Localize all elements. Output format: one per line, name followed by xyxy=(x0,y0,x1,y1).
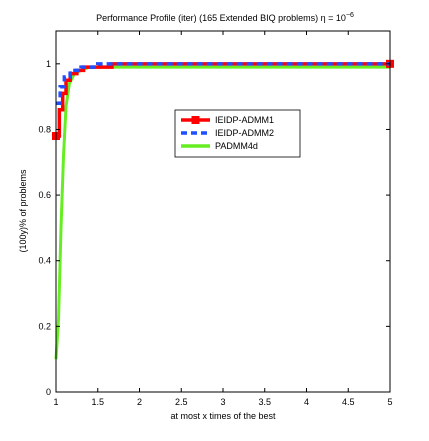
legend-label: IEIDP-ADMM1 xyxy=(215,115,274,125)
x-tick-label: 5 xyxy=(387,397,392,407)
y-axis-label: (100y)% of problems xyxy=(18,169,28,253)
x-axis-label: at most x times of the best xyxy=(170,411,276,421)
y-tick-label: 0.6 xyxy=(38,190,51,200)
y-tick-label: 0.2 xyxy=(38,321,51,331)
legend-items: IEIDP-ADMM1 IEIDP-ADMM2 PADMM4d xyxy=(181,115,274,151)
x-tick-label: 1.5 xyxy=(91,397,104,407)
legend-label: IEIDP-ADMM2 xyxy=(215,128,274,138)
series-line-ieidp-admm2 xyxy=(56,62,390,105)
y-tick-label: 0.8 xyxy=(38,124,51,134)
chart-title-eta: η xyxy=(321,13,326,23)
x-tick-label: 1 xyxy=(53,397,58,407)
chart-title: Performance Profile (iter) (165 Extended… xyxy=(96,12,354,23)
y-tick-label: 0.4 xyxy=(38,256,51,266)
x-tick-label: 3 xyxy=(220,397,225,407)
x-tick-label: 4.5 xyxy=(342,397,355,407)
x-tick-label: 2 xyxy=(137,397,142,407)
y-tick-label: 0 xyxy=(46,387,51,397)
chart-title-exponent: −6 xyxy=(346,12,354,19)
plot-area-frame xyxy=(55,30,391,393)
chart-title-main: Performance Profile (iter) (165 Extended… xyxy=(96,13,321,23)
chart-title-eq: = 10 xyxy=(326,13,346,23)
y-tick-label: 1 xyxy=(46,59,51,69)
legend: IEIDP-ADMM1 IEIDP-ADMM2 PADMM4d xyxy=(174,109,301,158)
legend-label: PADMM4d xyxy=(215,141,258,151)
x-tick-label: 3.5 xyxy=(258,397,271,407)
legend-marker xyxy=(191,116,200,124)
ticks-layer: 1 1.5 2 2.5 3 3.5 4 4.5 5 0 0.2 0.4 0.6 0.8 1 xyxy=(38,31,393,407)
x-tick-label: 2.5 xyxy=(175,397,188,407)
x-tick-label: 4 xyxy=(304,397,309,407)
